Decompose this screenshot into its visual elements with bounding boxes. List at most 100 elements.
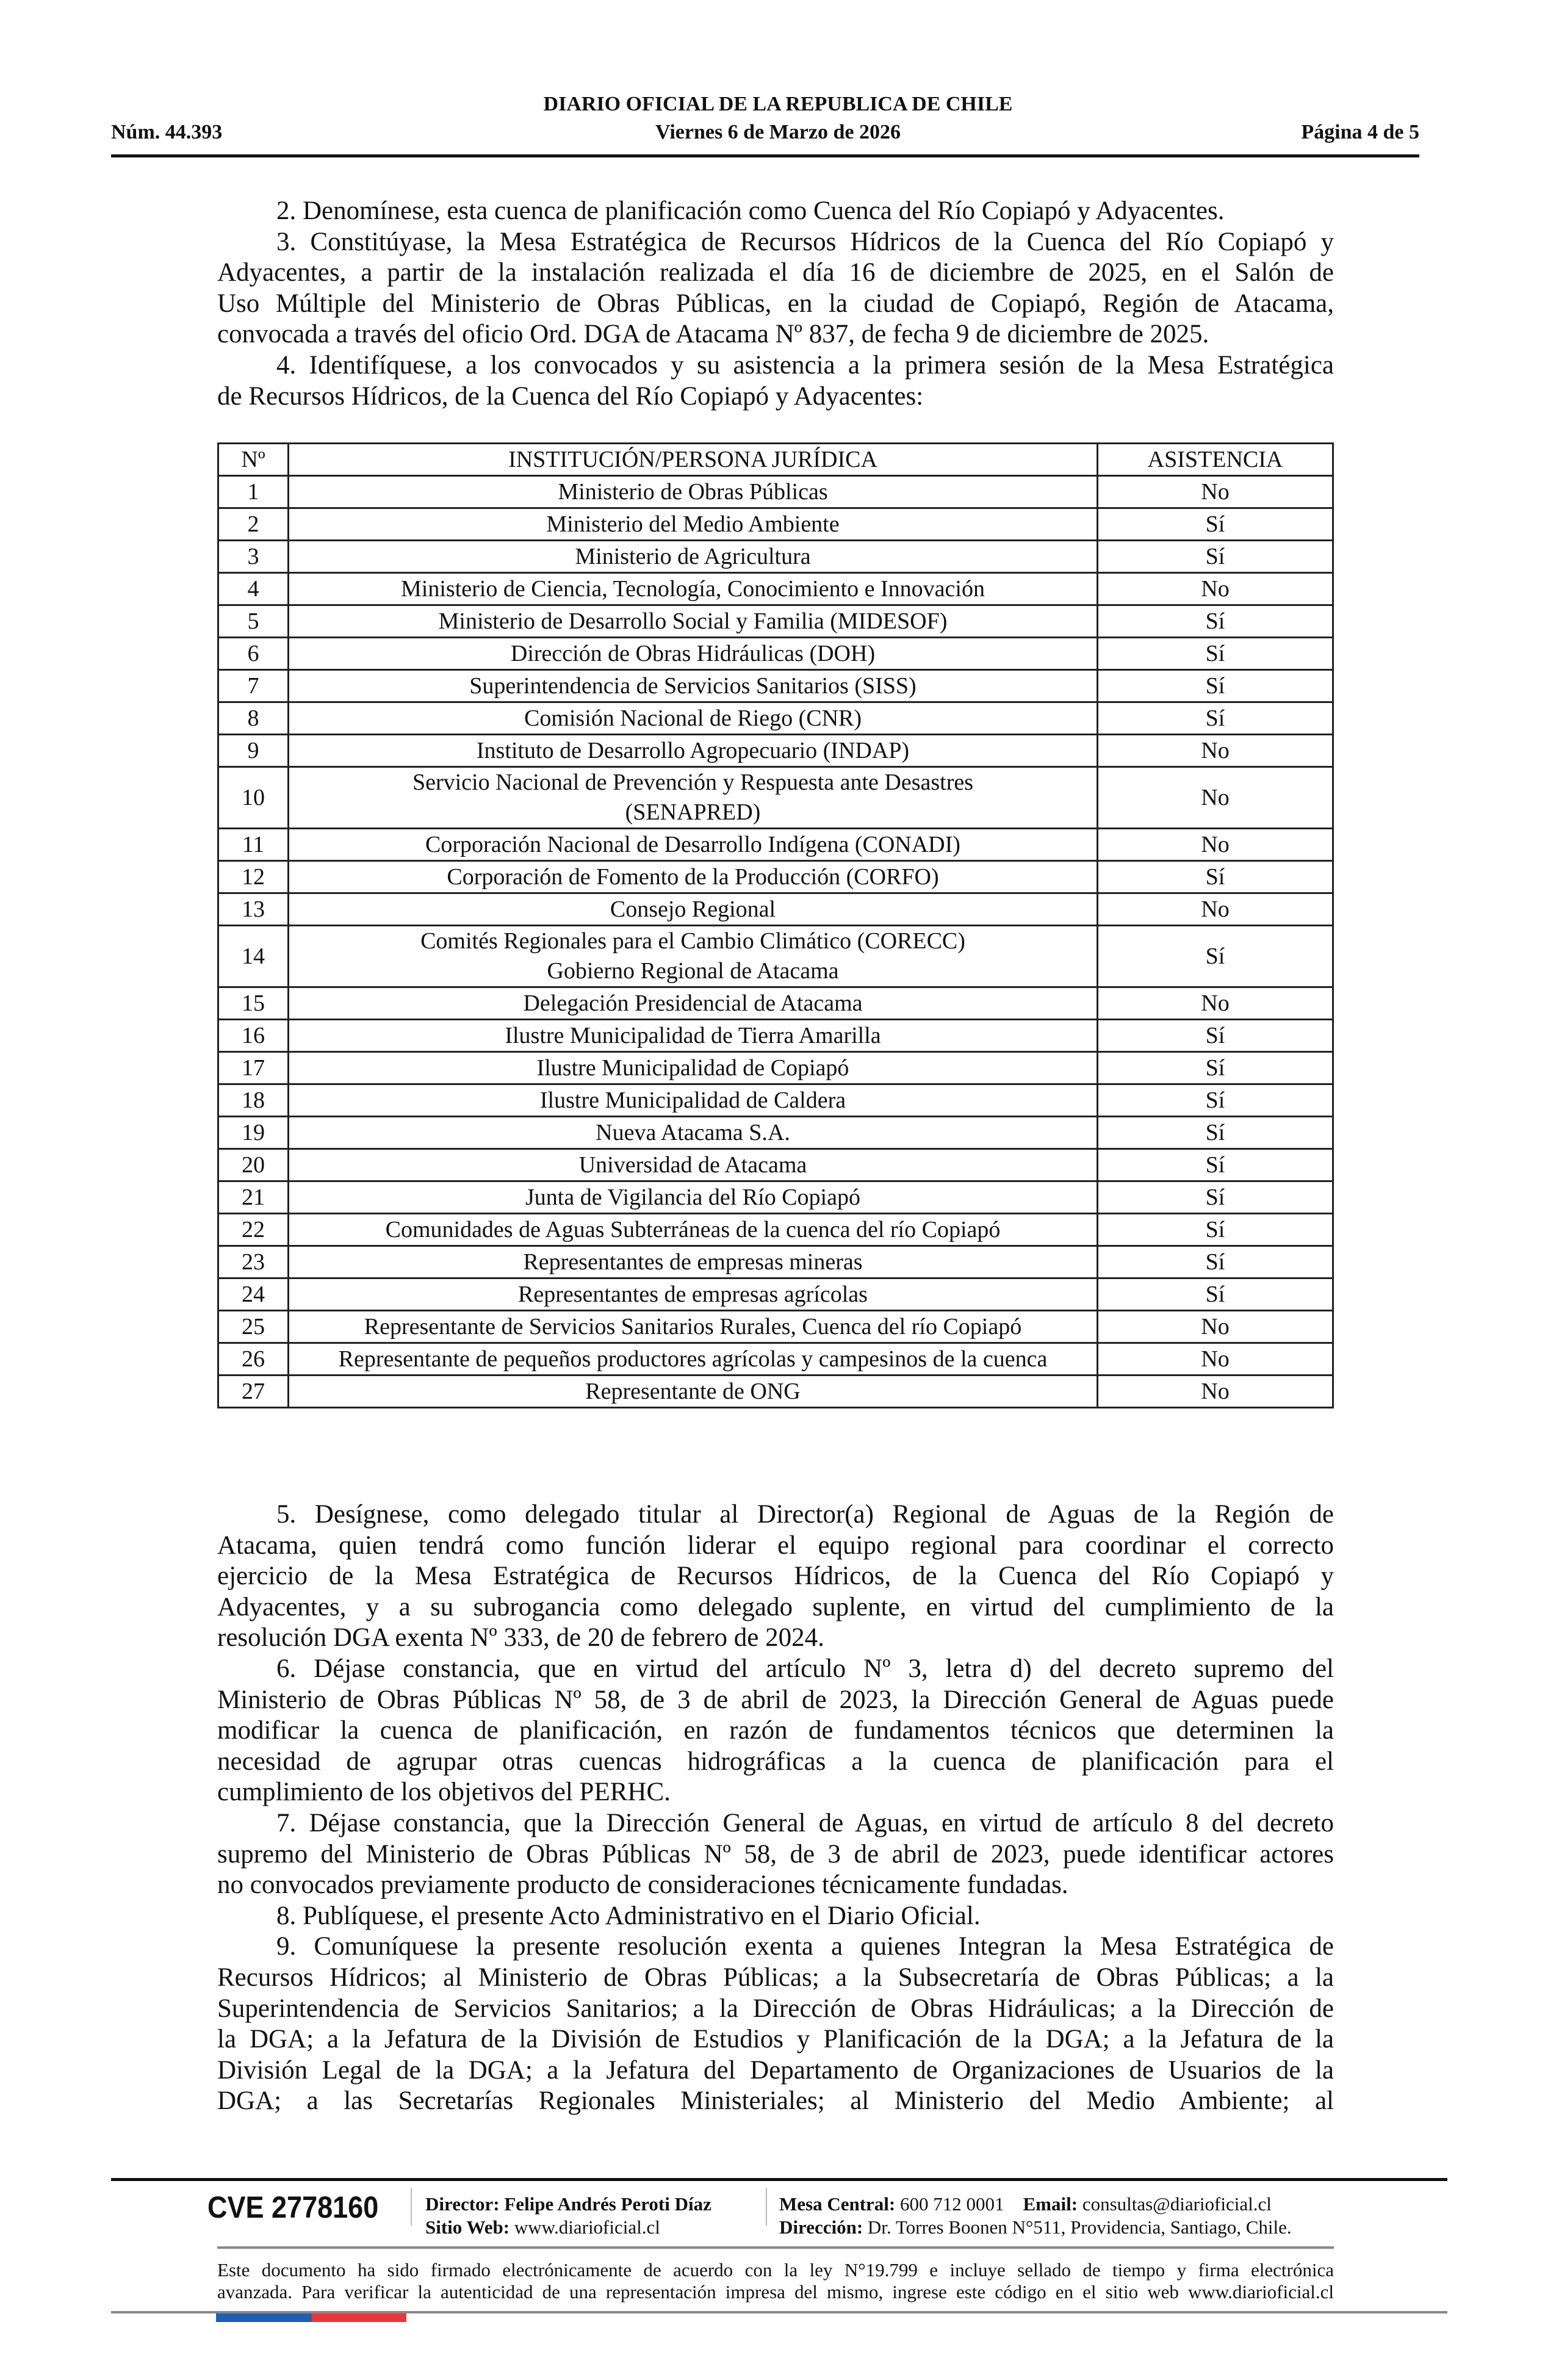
row-institution: Comunidades de Aguas Subterráneas de la … [287,1213,1098,1247]
email-link[interactable]: consultas@diarioficial.cl [1082,2193,1272,2215]
footer-rule [217,2246,1334,2249]
row-attendance: No [1097,475,1334,509]
row-institution: Junta de Vigilancia del Río Copiapó [287,1180,1098,1214]
text-line: supremo del Ministerio de Obras Públicas… [217,1839,1334,1869]
row-number: 4 [217,572,289,606]
footer-separator [411,2188,412,2226]
row-number: 12 [217,860,289,894]
table-row: 12 Corporación de Fomento de la Producció… [217,860,1334,894]
row-number: 25 [217,1310,289,1344]
row-institution: Universidad de Atacama [287,1148,1098,1182]
row-institution: Ilustre Municipalidad de Copiapó [287,1051,1098,1085]
table-row: 9 Instituto de Desarrollo Agropecuario (I… [217,734,1334,768]
flag-stripe-blue [216,2313,312,2322]
row-attendance: No [1097,734,1334,768]
row-number: 2 [217,507,289,541]
text-line: 5. Desígnese, como delegado titular al D… [276,1500,1334,1529]
row-attendance: No [1097,1342,1334,1376]
text-line: ejercicio de la Mesa Estratégica de Recu… [217,1562,1334,1591]
row-number: 3 [217,539,289,574]
row-institution: Comités Regionales para el Cambio Climát… [287,925,1098,988]
director-name: Felipe Andrés Peroti Díaz [504,2193,711,2215]
table-row: 22 Comunidades de Aguas Subterráneas de l… [217,1213,1334,1247]
row-number: 14 [217,925,289,988]
row-attendance: Sí [1097,1148,1334,1182]
header-number: Nº [217,442,289,477]
text-line: Recursos Hídricos; al Ministerio de Obra… [217,1963,1334,1992]
header-attendance: ASISTENCIA [1097,442,1334,477]
table-row: 15 Delegación Presidencial de Atacama No [217,986,1334,1020]
row-institution: Ministerio de Agricultura [287,539,1098,574]
row-attendance: No [1097,828,1334,862]
table-row: 8 Comisión Nacional de Riego (CNR) Sí [217,701,1334,735]
text-line: 7. Déjase constancia, que la Dirección G… [276,1808,1334,1837]
attendance-table: Nº INSTITUCIÓN/PERSONA JURÍDICA ASISTENC… [217,442,1334,1408]
row-number: 11 [217,828,289,862]
text-line: Ministerio de Obras Públicas Nº 58, de 3… [217,1685,1334,1714]
row-attendance: No [1097,892,1334,926]
row-institution: Corporación Nacional de Desarrollo Indíg… [287,828,1098,862]
row-attendance: Sí [1097,701,1334,735]
row-number: 24 [217,1277,289,1311]
row-institution: Delegación Presidencial de Atacama [287,986,1098,1020]
row-number: 17 [217,1051,289,1085]
row-number: 23 [217,1245,289,1279]
table-row: 19 Nueva Atacama S.A. Sí [217,1116,1334,1150]
row-attendance: Sí [1097,604,1334,638]
row-institution: Ministerio de Obras Públicas [287,475,1098,509]
text-line: 2. Denomínese, esta cuenca de planificac… [276,197,1225,225]
text-line: necesidad de agrupar otras cuencas hidro… [217,1747,1334,1776]
row-attendance: No [1097,986,1334,1020]
row-number: 15 [217,986,289,1020]
table-row: 5 Ministerio de Desarrollo Social y Famil… [217,604,1334,638]
phone-label: Mesa Central: [779,2193,896,2215]
row-institution: Representante de Servicios Sanitarios Ru… [287,1310,1098,1344]
footer-disclaimer: Este documento ha sido firmado electróni… [217,2259,1334,2303]
row-number: 21 [217,1180,289,1214]
row-attendance: Sí [1097,1213,1334,1247]
row-institution: Nueva Atacama S.A. [287,1116,1098,1150]
issue-number: Núm. 44.393 [111,121,223,143]
table-row: 10 Servicio Nacional de Prevención y Resp… [217,766,1334,829]
table-row: 16 Ilustre Municipalidad de Tierra Amaril… [217,1019,1334,1053]
row-number: 20 [217,1148,289,1182]
row-institution: Instituto de Desarrollo Agropecuario (IN… [287,734,1098,768]
table-row: 27 Representante de ONG No [217,1374,1334,1408]
issue-date: Viernes 6 de Marzo de 2026 [655,121,901,143]
row-number: 26 [217,1342,289,1376]
row-institution: Ministerio del Medio Ambiente [287,507,1098,541]
row-attendance: Sí [1097,1051,1334,1085]
table-row: 18 Ilustre Municipalidad de Caldera Sí [217,1083,1334,1117]
table-row: 20 Universidad de Atacama Sí [217,1148,1334,1182]
row-institution: Superintendencia de Servicios Sanitarios… [287,669,1098,703]
row-number: 16 [217,1019,289,1053]
table-row: 6 Dirección de Obras Hidráulicas (DOH) Sí [217,636,1334,671]
phone: 600 712 0001 [900,2193,1004,2215]
row-attendance: Sí [1097,1180,1334,1214]
table-row: 11 Corporación Nacional de Desarrollo Ind… [217,828,1334,862]
web-link[interactable]: www.diarioficial.cl [514,2216,660,2238]
text-line: Atacama, quien tendrá como función lider… [217,1531,1334,1560]
flag-stripe-red [312,2313,406,2322]
table-row: 25 Representante de Servicios Sanitarios … [217,1310,1334,1344]
paragraph: 6. Déjase constancia, que en virtud del … [217,1654,1334,1808]
body-text-top: 2. Denomínese, esta cuenca de planificac… [217,196,1334,412]
row-attendance: Sí [1097,1083,1334,1117]
text-line: Superintendencia de Servicios Sanitarios… [217,1994,1334,2023]
director-label: Director: [425,2193,500,2215]
row-number: 5 [217,604,289,638]
text-line: Adyacentes, a partir de la instalación r… [217,258,1334,287]
row-attendance: Sí [1097,636,1334,671]
row-institution: Ministerio de Ciencia, Tecnología, Conoc… [287,572,1098,606]
table-row: 3 Ministerio de Agricultura Sí [217,539,1334,574]
row-institution: Servicio Nacional de Prevención y Respue… [287,766,1098,829]
paragraph: 9. Comuníquese la presente resolución ex… [217,1931,1334,2117]
text-line: no convocados previamente producto de co… [217,1870,1068,1900]
text-line: de Recursos Hídricos, de la Cuenca del R… [217,381,924,411]
page-number: Página 4 de 5 [1301,121,1419,143]
row-number: 6 [217,636,289,671]
row-institution: Ilustre Municipalidad de Tierra Amarilla [287,1019,1098,1053]
paragraph: 3. Constitúyase, la Mesa Estratégica de … [217,227,1334,350]
email-label: Email: [1023,2193,1078,2215]
row-institution: Corporación de Fomento de la Producción … [287,860,1098,894]
